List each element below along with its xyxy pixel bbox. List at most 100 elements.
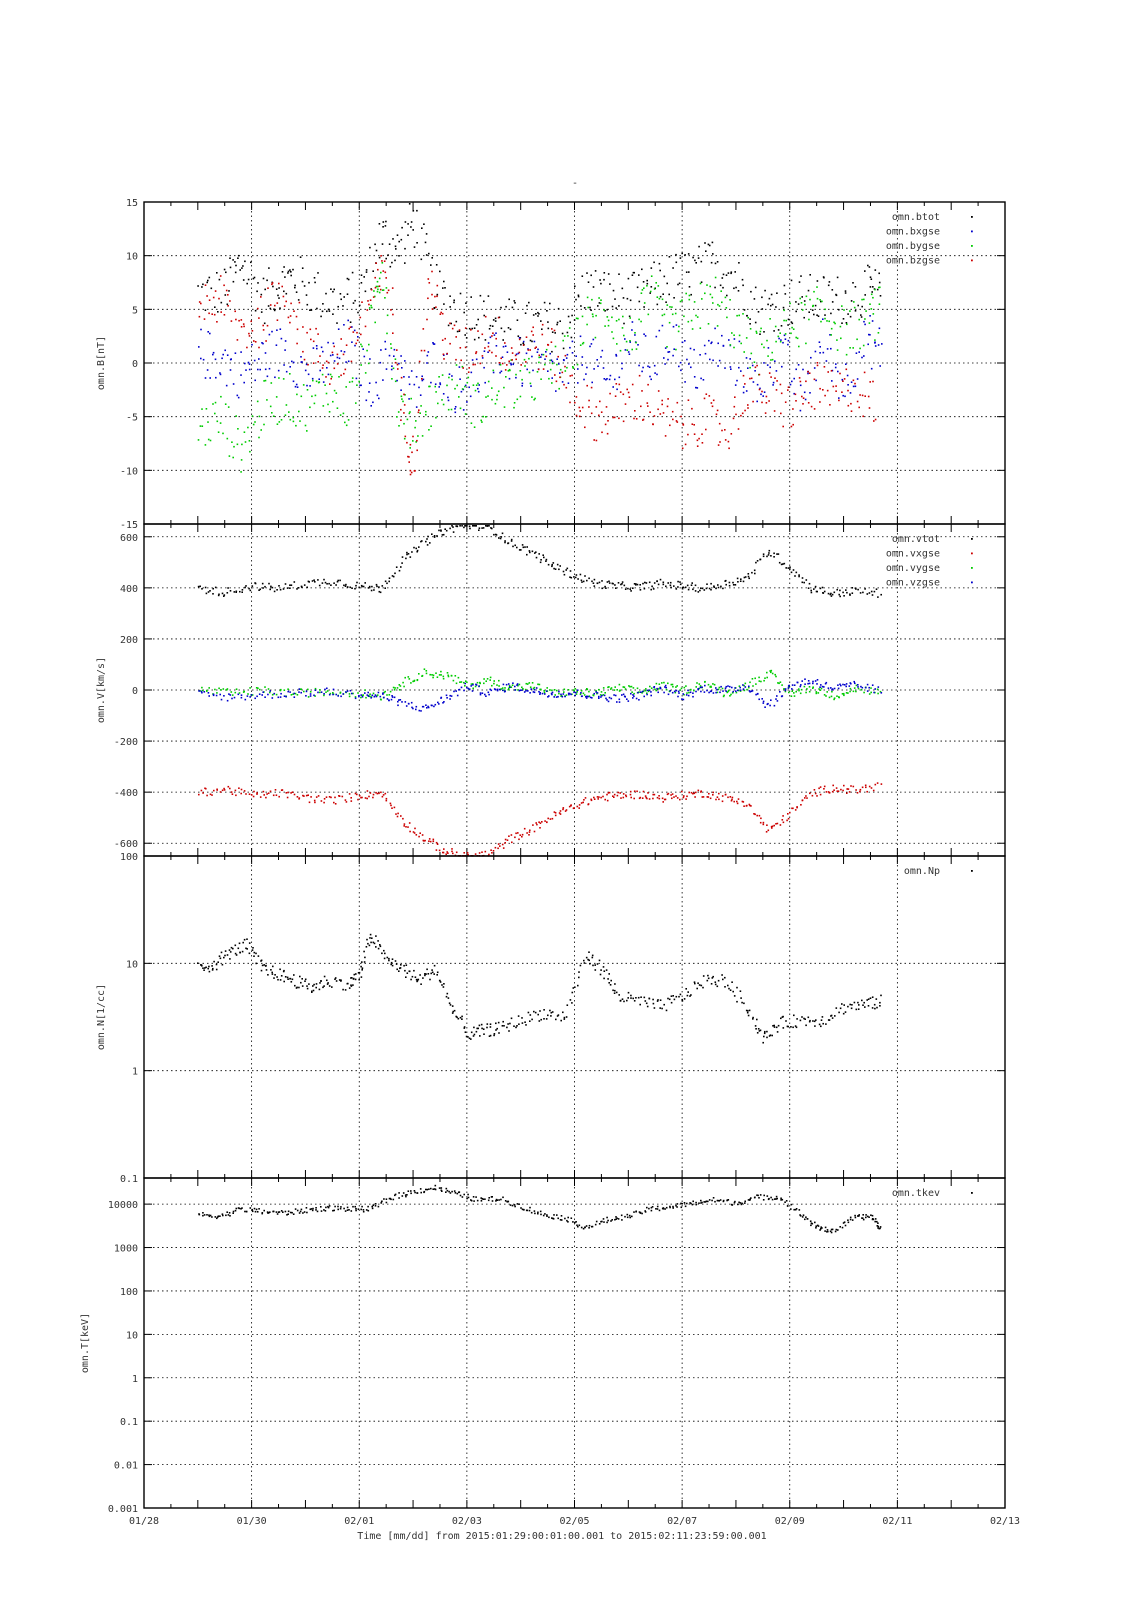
data-point [370,304,372,307]
data-point [276,1213,279,1215]
data-point [361,301,363,303]
data-point [628,315,631,318]
data-point [826,691,828,693]
data-point [460,681,463,683]
data-point [711,405,714,408]
data-point [360,343,362,346]
data-point [259,796,262,798]
data-point [773,1026,776,1028]
data-point [674,691,677,694]
data-point [533,686,536,689]
data-point [405,964,408,966]
data-point [220,951,223,954]
data-point [541,353,543,356]
data-point [721,277,724,279]
data-point [676,401,679,404]
data-point [198,793,200,796]
data-point [632,997,634,1000]
data-point [662,581,665,584]
data-point [870,687,872,689]
data-point [543,556,545,559]
data-point [625,795,628,798]
data-point [472,363,474,366]
data-point [678,995,680,998]
data-point [472,1035,475,1037]
x-tick-label: 02/11 [882,1516,912,1527]
data-point [777,335,780,338]
data-point [732,417,735,420]
data-point [346,277,349,280]
data-point [572,366,574,368]
data-point [573,576,575,578]
data-point [837,684,839,686]
data-point [671,313,674,316]
data-point [489,1023,492,1025]
data-point [707,796,710,798]
data-point [211,965,213,967]
data-point [539,822,542,824]
data-point [822,351,825,354]
data-point [315,1209,317,1211]
data-point [361,969,363,971]
data-point [545,560,547,562]
data-point [496,688,499,691]
data-point [518,351,521,354]
data-point [518,1023,520,1025]
data-point [232,456,234,459]
data-point [699,685,702,687]
data-point [313,579,315,581]
data-point [805,295,808,298]
data-point [737,581,739,583]
data-point [753,813,755,815]
data-point [690,293,692,296]
data-point [403,404,406,406]
data-point [703,397,706,400]
data-point [281,271,284,273]
data-point [226,688,229,690]
data-point [224,294,227,296]
data-point [305,363,308,366]
data-point [627,277,630,280]
data-point [229,958,231,960]
data-point [354,1205,356,1208]
data-point [754,677,756,680]
data-point [449,698,451,700]
data-point [630,796,632,799]
data-point [286,976,289,979]
data-point [608,582,611,584]
data-point [784,689,787,692]
data-point [400,408,402,411]
data-point [510,540,513,542]
data-point [835,1228,838,1231]
data-point [385,220,387,223]
data-point [757,1028,760,1030]
data-point [485,416,487,418]
data-point [775,306,777,308]
data-point [399,967,401,970]
data-point [540,356,542,358]
data-point [763,679,765,682]
data-point [667,358,669,361]
data-point [870,308,873,310]
data-point [222,353,224,356]
data-point [259,368,261,371]
data-point [851,1004,853,1006]
data-point [390,347,393,349]
data-point [782,341,784,344]
data-point [664,347,667,349]
data-point [418,360,421,363]
data-point [543,1018,545,1020]
data-point [650,267,653,269]
data-point [604,325,606,327]
data-point [336,363,339,365]
data-point [245,585,247,587]
data-point [287,272,289,274]
data-point [858,1215,860,1217]
data-point [787,339,790,342]
data-point [478,1024,481,1027]
data-point [721,334,723,337]
data-point [384,580,387,583]
y-axis-label: omn.B[nT] [96,336,107,390]
data-point [576,689,579,691]
data-point [287,1210,290,1213]
